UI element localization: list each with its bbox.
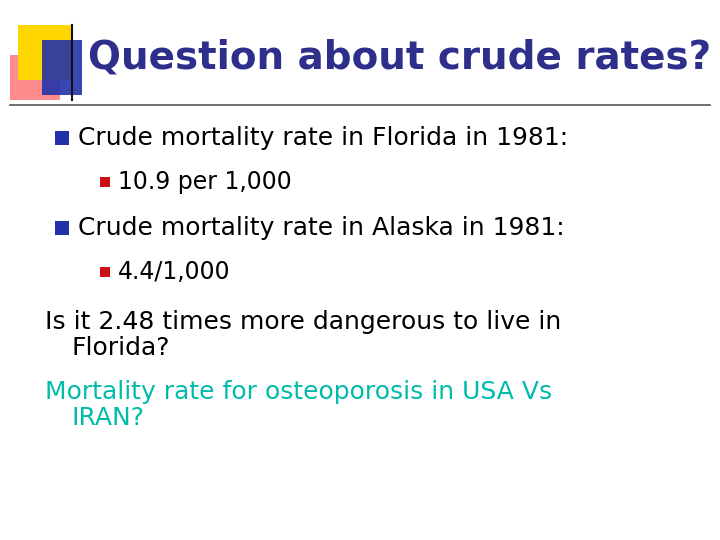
Text: Question about crude rates?: Question about crude rates? [88,39,711,77]
Text: 4.4/1,000: 4.4/1,000 [118,260,230,284]
Bar [100,267,110,277]
Bar [18,25,73,80]
Bar [55,221,69,235]
Bar [100,177,110,187]
Text: Is it 2.48 times more dangerous to live in: Is it 2.48 times more dangerous to live … [45,310,562,334]
Bar [42,40,82,95]
Text: Crude mortality rate in Florida in 1981:: Crude mortality rate in Florida in 1981: [78,126,568,150]
Text: Crude mortality rate in Alaska in 1981:: Crude mortality rate in Alaska in 1981: [78,216,564,240]
Text: Florida?: Florida? [72,336,171,360]
Bar [55,131,69,145]
Text: Mortality rate for osteoporosis in USA Vs: Mortality rate for osteoporosis in USA V… [45,380,552,404]
Bar [10,55,60,100]
Text: 10.9 per 1,000: 10.9 per 1,000 [118,170,292,194]
Text: IRAN?: IRAN? [72,406,145,430]
